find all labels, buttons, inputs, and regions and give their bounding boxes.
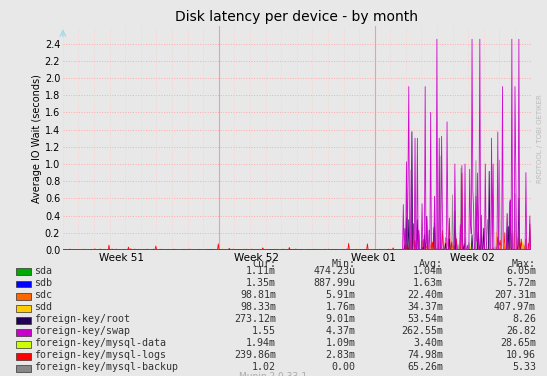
Text: 1.55: 1.55 (252, 326, 276, 336)
Text: 1.35m: 1.35m (246, 277, 276, 288)
Text: 1.09m: 1.09m (325, 338, 356, 348)
Text: Max:: Max: (512, 259, 536, 269)
Text: 1.04m: 1.04m (413, 265, 443, 276)
Text: foreign-key/root: foreign-key/root (34, 314, 131, 324)
Text: 887.99u: 887.99u (313, 277, 356, 288)
Text: sdb: sdb (34, 277, 53, 288)
Text: 8.26: 8.26 (512, 314, 536, 324)
Text: 53.54m: 53.54m (407, 314, 443, 324)
Text: sdd: sdd (34, 302, 53, 312)
Text: 262.55m: 262.55m (401, 326, 443, 336)
Bar (16, 280, 31, 287)
Text: RRDTOOL / TOBI OETIKER: RRDTOOL / TOBI OETIKER (537, 95, 543, 183)
Text: 9.01m: 9.01m (325, 314, 356, 324)
Text: 10.96: 10.96 (506, 350, 536, 360)
Text: 1.02: 1.02 (252, 362, 276, 372)
Text: 3.40m: 3.40m (413, 338, 443, 348)
Bar (16, 293, 31, 300)
Bar (16, 305, 31, 312)
Text: foreign-key/swap: foreign-key/swap (34, 326, 131, 336)
Text: 22.40m: 22.40m (407, 290, 443, 300)
Text: 273.12m: 273.12m (234, 314, 276, 324)
Bar (16, 353, 31, 360)
Text: Munin 2.0.33-1: Munin 2.0.33-1 (240, 372, 307, 376)
Text: 34.37m: 34.37m (407, 302, 443, 312)
Text: 1.11m: 1.11m (246, 265, 276, 276)
Text: Avg:: Avg: (419, 259, 443, 269)
Text: Cur:: Cur: (252, 259, 276, 269)
Text: 207.31m: 207.31m (494, 290, 536, 300)
Text: 2.83m: 2.83m (325, 350, 356, 360)
Text: 1.63m: 1.63m (413, 277, 443, 288)
Text: 1.94m: 1.94m (246, 338, 276, 348)
Text: 65.26m: 65.26m (407, 362, 443, 372)
Text: 239.86m: 239.86m (234, 350, 276, 360)
Text: 98.81m: 98.81m (240, 290, 276, 300)
Text: 4.37m: 4.37m (325, 326, 356, 336)
Text: 0.00: 0.00 (331, 362, 356, 372)
Bar (16, 365, 31, 372)
Text: sdc: sdc (34, 290, 53, 300)
Text: Min:: Min: (331, 259, 356, 269)
Y-axis label: Average IO Wait (seconds): Average IO Wait (seconds) (32, 74, 42, 203)
Text: 98.33m: 98.33m (240, 302, 276, 312)
Text: foreign-key/mysql-backup: foreign-key/mysql-backup (34, 362, 178, 372)
Text: 26.82: 26.82 (506, 326, 536, 336)
Text: 28.65m: 28.65m (500, 338, 536, 348)
Text: foreign-key/mysql-data: foreign-key/mysql-data (34, 338, 166, 348)
Bar (16, 317, 31, 324)
Text: foreign-key/mysql-logs: foreign-key/mysql-logs (34, 350, 166, 360)
Bar (16, 329, 31, 336)
Text: 1.76m: 1.76m (325, 302, 356, 312)
Text: sda: sda (34, 265, 53, 276)
Text: 407.97m: 407.97m (494, 302, 536, 312)
Text: 5.91m: 5.91m (325, 290, 356, 300)
Text: 74.98m: 74.98m (407, 350, 443, 360)
Text: 6.05m: 6.05m (506, 265, 536, 276)
Bar (16, 341, 31, 348)
Title: Disk latency per device - by month: Disk latency per device - by month (175, 10, 418, 24)
Text: 5.33: 5.33 (512, 362, 536, 372)
Text: 474.23u: 474.23u (313, 265, 356, 276)
Bar (16, 268, 31, 275)
Text: 5.72m: 5.72m (506, 277, 536, 288)
